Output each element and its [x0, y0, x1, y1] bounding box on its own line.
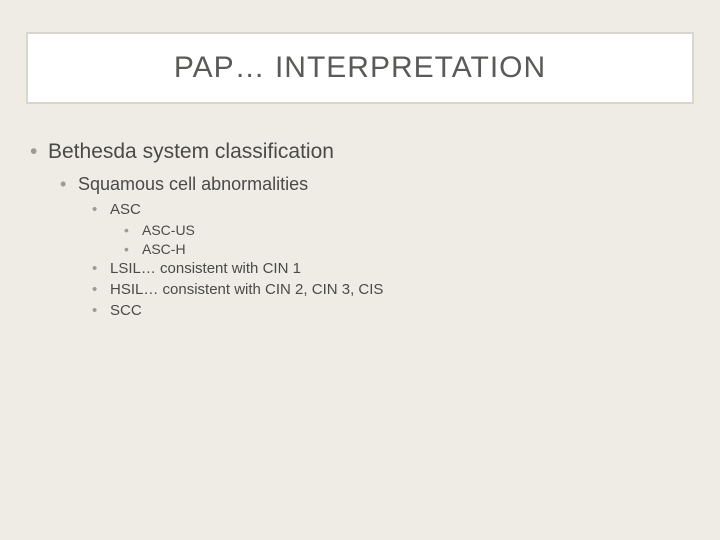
- bullet-lvl3-hsil: HSIL… consistent with CIN 2, CIN 3, CIS: [88, 281, 694, 298]
- bullet-lvl4-asch: ASC-H: [120, 241, 694, 257]
- bullet-lvl3-scc: SCC: [88, 302, 694, 319]
- content-area: Bethesda system classification Squamous …: [26, 140, 694, 323]
- bullet-lvl1: Bethesda system classification: [26, 140, 694, 164]
- title-container: PAP… INTERPRETATION: [26, 32, 694, 104]
- bullet-lvl3-asc: ASC: [88, 201, 694, 218]
- slide-title: PAP… INTERPRETATION: [174, 51, 546, 85]
- bullet-lvl3-lsil: LSIL… consistent with CIN 1: [88, 260, 694, 277]
- bullet-lvl4-ascus: ASC-US: [120, 222, 694, 238]
- bullet-lvl2: Squamous cell abnormalities: [56, 174, 694, 195]
